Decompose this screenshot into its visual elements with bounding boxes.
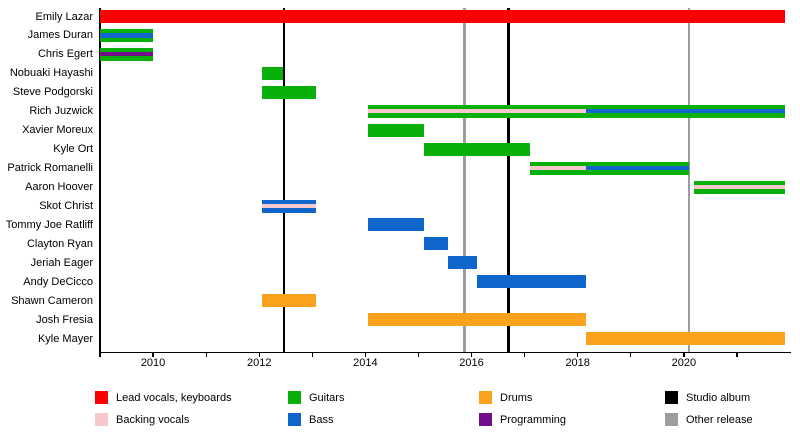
legend-label: Other release — [686, 414, 753, 426]
legend-label: Studio album — [686, 392, 751, 404]
axis-tick-label: 2016 — [459, 357, 484, 369]
axis-tick — [205, 352, 207, 357]
member-label: Kyle Mayer — [37, 332, 93, 345]
legend-swatch — [479, 391, 492, 404]
member-label: Nobuaki Hayashi — [9, 67, 93, 80]
member-label: Andy DeCicco — [23, 275, 93, 288]
legend-swatch — [665, 391, 678, 404]
member-label: Josh Fresia — [36, 313, 93, 326]
axis-tick — [258, 352, 260, 357]
axis-tick — [470, 352, 473, 357]
role-stripe — [694, 184, 785, 190]
axis-tick — [524, 352, 526, 357]
legend-label: Programming — [500, 414, 567, 426]
legend-label: Guitars — [309, 392, 345, 404]
event-line-other-release — [463, 8, 466, 352]
legend-label: Bass — [309, 414, 334, 426]
legend-swatch — [479, 413, 492, 426]
member-bar — [585, 332, 785, 346]
role-stripe — [261, 203, 316, 209]
member-bar — [476, 275, 586, 289]
member-label: Clayton Ryan — [26, 237, 93, 250]
member-label: Chris Egert — [37, 48, 93, 61]
member-bar — [423, 237, 448, 251]
member-bar — [368, 313, 586, 327]
member-bar — [261, 294, 316, 308]
legend-swatch — [665, 413, 678, 426]
member-label: James Duran — [27, 29, 93, 42]
member-label: Emily Lazar — [35, 10, 93, 23]
member-label: Steve Podgorski — [12, 86, 93, 99]
axis-tick-label: 2012 — [246, 357, 272, 369]
role-stripe — [368, 109, 586, 114]
x-axis-line — [100, 351, 791, 354]
axis-tick-label: 2014 — [353, 357, 378, 369]
member-bar — [368, 218, 424, 232]
member-label: Patrick Romanelli — [7, 162, 93, 175]
axis-tick — [736, 352, 738, 357]
member-label: Kyle Ort — [53, 143, 93, 156]
member-label: Skot Christ — [39, 200, 93, 212]
axis-tick-label: 2018 — [565, 357, 590, 369]
axis-tick — [683, 352, 685, 357]
axis-tick — [364, 352, 367, 357]
member-bar — [447, 256, 477, 270]
axis-tick — [99, 352, 101, 357]
role-stripe — [529, 166, 586, 171]
legend-swatch — [288, 413, 301, 426]
legend-swatch — [288, 391, 301, 404]
role-stripe — [100, 33, 154, 38]
member-bar — [368, 123, 424, 137]
member-label: Aaron Hoover — [25, 181, 93, 194]
event-line-other-release — [687, 8, 691, 352]
member-bar — [423, 142, 530, 156]
member-label: Xavier Moreux — [22, 124, 93, 137]
legend-label: Backing vocals — [116, 414, 190, 426]
axis-tick — [311, 352, 313, 357]
legend-label: Lead vocals, keyboards — [116, 392, 232, 404]
y-axis-line — [99, 8, 101, 352]
role-stripe — [585, 166, 690, 171]
axis-tick — [577, 352, 579, 357]
member-bar — [100, 10, 785, 23]
member-label: Tommy Joe Ratliff — [5, 218, 93, 231]
member-bar — [261, 66, 284, 80]
member-label: Rich Juzwick — [29, 105, 93, 118]
legend-swatch — [95, 391, 108, 404]
event-line-studio-album — [282, 8, 286, 352]
axis-tick-label: 2010 — [140, 357, 166, 369]
member-bar — [261, 85, 316, 99]
role-stripe — [585, 109, 785, 114]
member-label: Shawn Cameron — [11, 294, 93, 307]
axis-tick-label: 2020 — [671, 357, 697, 369]
legend-label: Drums — [500, 392, 533, 404]
role-stripe — [100, 52, 154, 57]
member-label: Jeriah Eager — [30, 256, 93, 269]
axis-tick — [417, 352, 420, 357]
axis-tick — [152, 352, 154, 357]
event-line-studio-album — [507, 8, 510, 352]
axis-tick — [630, 352, 632, 357]
legend-swatch — [95, 413, 108, 426]
